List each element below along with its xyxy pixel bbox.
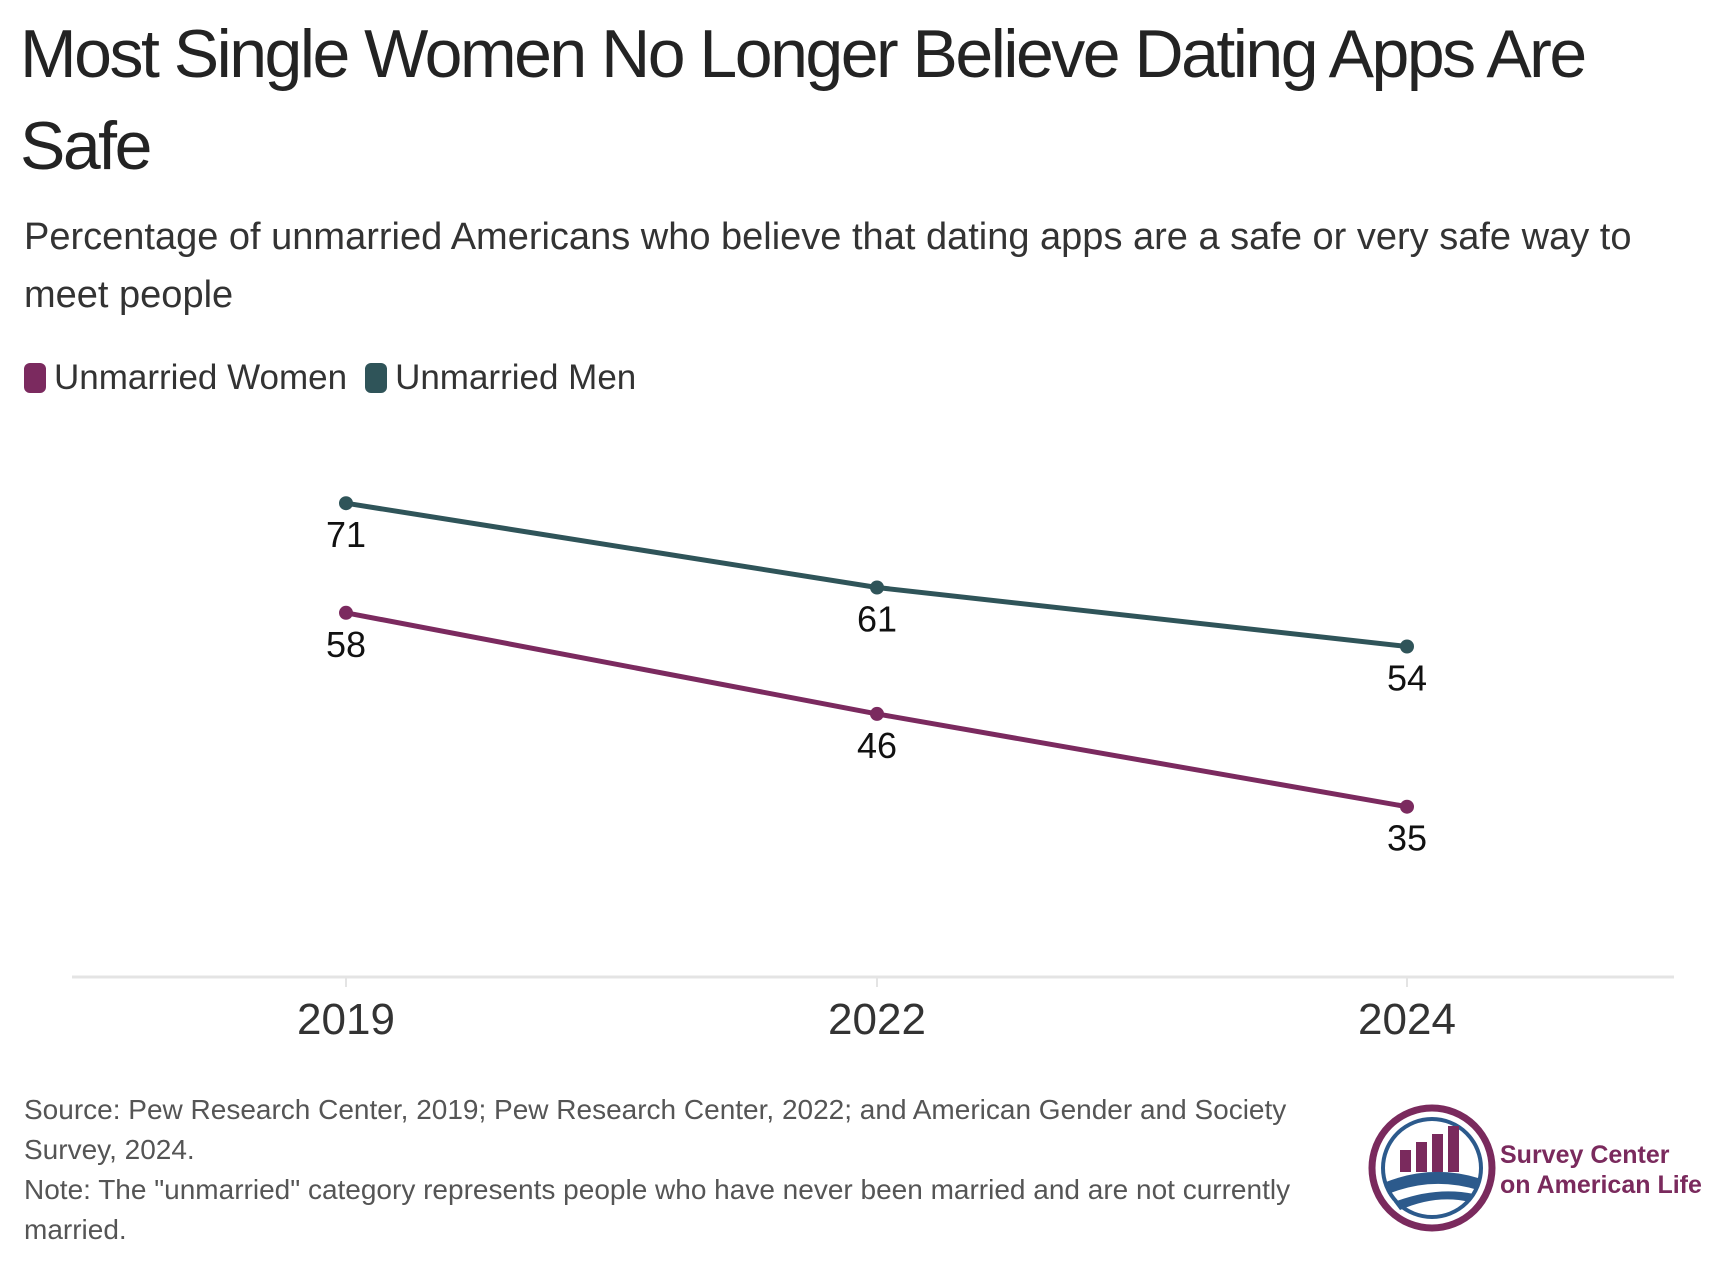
data-point-women xyxy=(1400,799,1414,814)
data-point-men xyxy=(339,496,353,511)
data-point-men xyxy=(1400,639,1414,654)
definition-note: Note: The "unmarried" category represent… xyxy=(24,1174,1291,1245)
legend-item-men: Unmarried Men xyxy=(365,358,636,398)
survey-center-logo: Survey Center on American Life xyxy=(1366,1098,1706,1238)
chart-subtitle: Percentage of unmarried Americans who be… xyxy=(24,216,1632,316)
x-tick-label: 2024 xyxy=(1358,995,1456,1044)
data-label-women: 46 xyxy=(857,725,897,766)
data-point-men xyxy=(870,580,884,595)
data-label-men: 71 xyxy=(326,514,366,555)
x-tick-label: 2019 xyxy=(297,995,395,1044)
data-label-women: 35 xyxy=(1387,818,1427,859)
source-note: Source: Pew Research Center, 2019; Pew R… xyxy=(24,1094,1287,1165)
data-label-men: 61 xyxy=(857,599,897,640)
legend-label-women: Unmarried Women xyxy=(54,358,348,397)
data-point-women xyxy=(339,605,353,620)
logo-line-1: Survey Center xyxy=(1500,1141,1670,1169)
legend-swatch-men xyxy=(365,363,388,393)
chart-title: Most Single Women No Longer Believe Dati… xyxy=(20,16,1587,184)
data-label-women: 58 xyxy=(326,624,366,665)
footnote: Source: Pew Research Center, 2019; Pew R… xyxy=(24,1090,1344,1250)
line-chart: 2019 2022 2024 71 61 54 58 46 35 xyxy=(72,496,1674,1044)
data-point-women xyxy=(870,706,884,721)
legend: Unmarried Women Unmarried Men xyxy=(24,356,654,400)
legend-swatch-women xyxy=(24,363,46,393)
legend-item-women: Unmarried Women xyxy=(24,358,347,398)
x-tick-label: 2022 xyxy=(828,995,926,1044)
logo-wordmark: Survey Center on American Life xyxy=(1500,1140,1702,1200)
logo-line-2: on American Life xyxy=(1500,1171,1702,1199)
logo-emblem-icon xyxy=(1368,1104,1496,1232)
data-label-men: 54 xyxy=(1387,658,1427,699)
legend-label-men: Unmarried Men xyxy=(395,358,637,397)
